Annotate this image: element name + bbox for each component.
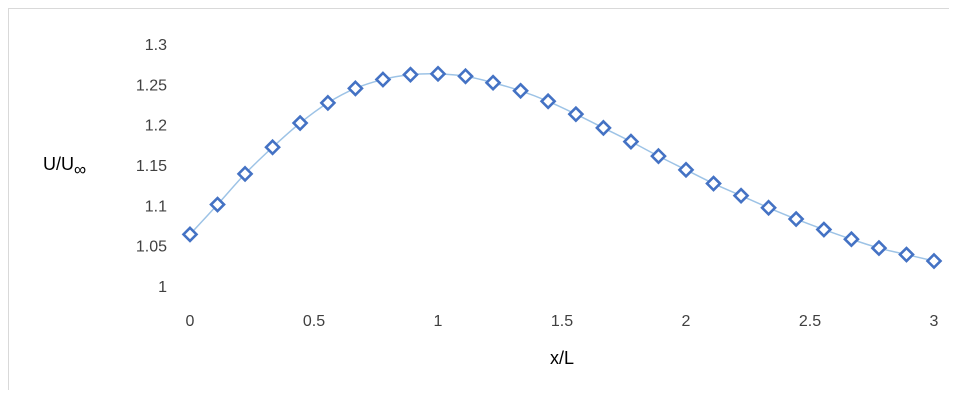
x-axis-title: x/L: [550, 348, 574, 368]
data-point-marker: [402, 66, 419, 83]
y-axis-title-main: U/U: [43, 154, 74, 174]
y-axis-title-subscript: ∞: [74, 160, 86, 179]
x-tick-label: 1: [434, 313, 443, 330]
data-point-marker: [870, 239, 888, 257]
data-point-marker: [567, 105, 585, 123]
y-tick-label: 1: [158, 279, 167, 296]
data-point-marker: [236, 165, 254, 183]
data-point-marker: [181, 226, 199, 243]
y-tick-label: 1.2: [145, 118, 167, 135]
data-point-marker: [512, 82, 529, 100]
data-point-marker: [209, 196, 226, 213]
data-point-marker: [760, 199, 777, 217]
data-point-marker: [484, 74, 502, 92]
data-point-marker: [429, 65, 447, 83]
y-tick-label: 1.15: [136, 158, 167, 175]
x-tick-label: 2: [682, 313, 691, 330]
data-point-marker: [291, 114, 309, 132]
data-point-marker: [650, 147, 667, 165]
x-tick-label: 2.5: [799, 313, 821, 330]
data-point-marker: [705, 175, 722, 192]
series-line: [189, 72, 935, 262]
y-tick-label: 1.05: [136, 239, 167, 256]
x-tick-label: 1.5: [551, 313, 573, 330]
data-point-marker: [677, 161, 695, 179]
data-point-marker: [732, 187, 750, 204]
y-tick-label: 1.3: [145, 37, 167, 54]
y-tick-label: 1.25: [136, 77, 167, 94]
data-point-marker: [374, 71, 392, 88]
data-point-marker: [319, 94, 337, 112]
data-point-marker: [898, 246, 915, 263]
y-axis-title: U/U∞: [43, 154, 86, 179]
data-point-marker: [457, 67, 474, 85]
x-tick-label: 0.5: [303, 313, 325, 330]
x-tick-label: 3: [930, 313, 939, 330]
data-point-marker: [815, 221, 833, 238]
x-tick-label: 0: [186, 313, 195, 330]
data-point-marker: [787, 210, 805, 228]
data-point-marker: [264, 138, 281, 156]
data-point-marker: [539, 92, 557, 110]
y-axis-ticks: 1 1.05 1.1 1.15 1.2 1.25 1.3: [136, 37, 167, 296]
data-point-marker: [925, 252, 943, 270]
x-axis-ticks: 0 0.5 1 1.5 2 2.5 3: [186, 313, 939, 330]
data-point-marker: [622, 133, 640, 150]
y-tick-label: 1.1: [145, 198, 167, 215]
data-point-marker: [595, 119, 612, 137]
data-point-marker: [347, 80, 364, 97]
data-point-marker: [843, 230, 860, 248]
series-markers: [181, 65, 943, 270]
chart-area: [8, 8, 949, 390]
